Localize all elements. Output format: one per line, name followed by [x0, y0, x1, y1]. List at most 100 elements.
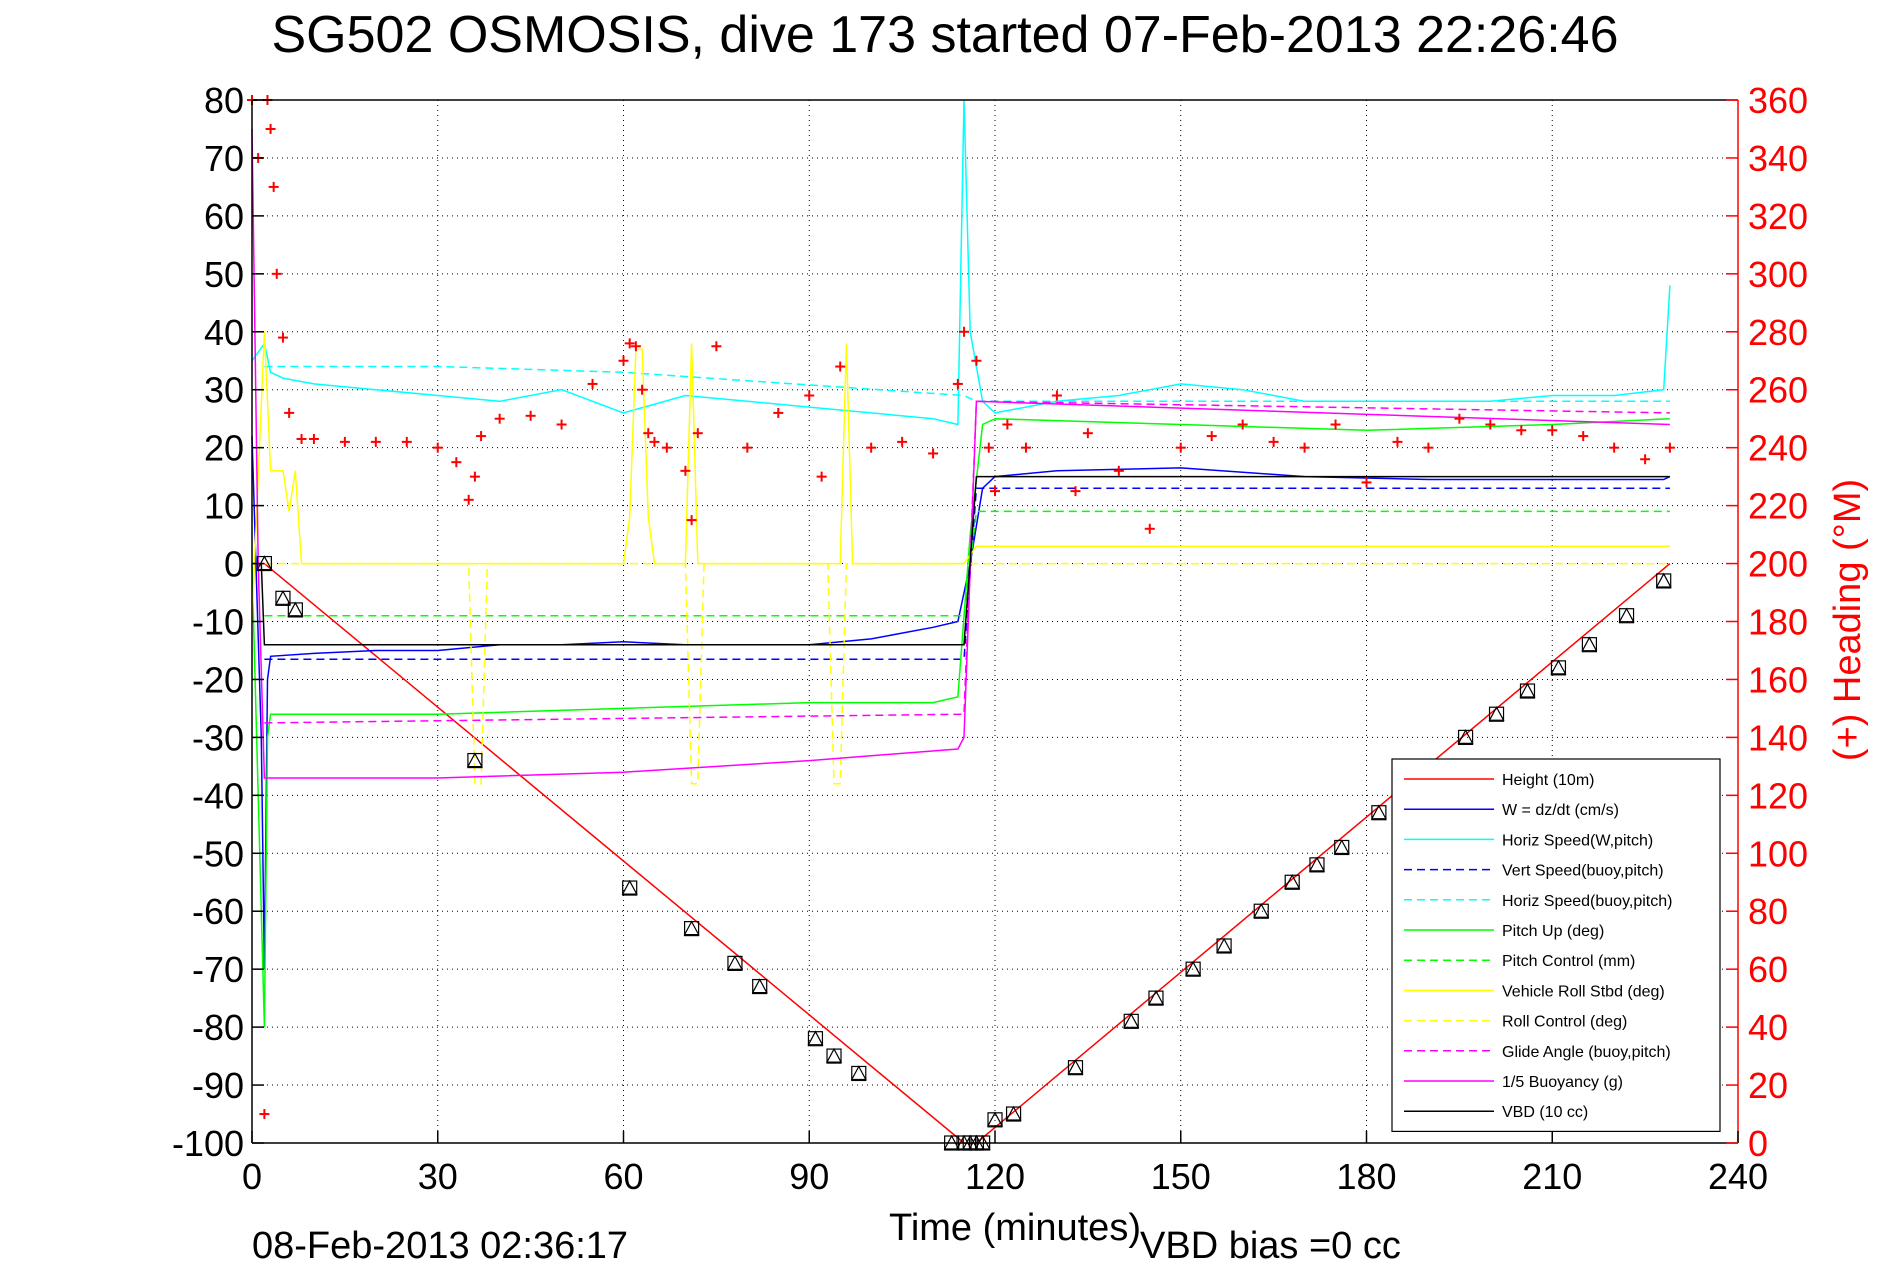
- heading-point: [494, 413, 505, 424]
- gc-marker-triangle: [1185, 960, 1202, 976]
- heading-point: [952, 378, 963, 389]
- gc-marker-triangle: [850, 1065, 867, 1081]
- gc-marker-triangle: [1147, 989, 1164, 1005]
- heading-point: [1640, 454, 1651, 465]
- y2-tick-label: 360: [1748, 80, 1808, 121]
- gc-marker-box: [987, 1112, 1003, 1128]
- gc-marker: [1005, 1105, 1022, 1122]
- x-tick-label: 30: [418, 1156, 458, 1197]
- series-line-6: [264, 510, 1670, 617]
- heading-point: [432, 442, 443, 453]
- legend-label: Vehicle Roll Stbd (deg): [1502, 983, 1665, 1000]
- gc-marker-triangle: [621, 879, 638, 895]
- y2-tick-label: 60: [1748, 949, 1788, 990]
- gc-marker: [683, 920, 700, 937]
- heading-point: [1516, 425, 1527, 436]
- legend-label: Horiz Speed(buoy,pitch): [1502, 893, 1672, 910]
- heading-point: [271, 268, 282, 279]
- y-tick-label: -20: [192, 659, 244, 700]
- series-line-11: [252, 475, 1670, 646]
- heading-point: [661, 442, 672, 453]
- heading-point: [983, 442, 994, 453]
- chart-title: SG502 OSMOSIS, dive 173 started 07-Feb-2…: [271, 6, 1618, 64]
- y-tick-label: 60: [204, 196, 244, 237]
- legend-label: Horiz Speed(W,pitch): [1502, 832, 1653, 849]
- gc-marker-triangle: [1618, 607, 1635, 623]
- vbd-bias-label: VBD bias =0 cc: [1140, 1225, 1401, 1262]
- gc-marker-box: [1457, 729, 1474, 745]
- y2-tick-label: 20: [1748, 1065, 1788, 1106]
- heading-point: [928, 448, 939, 459]
- heading-point: [711, 341, 722, 352]
- heading-point: [469, 471, 480, 482]
- gc-marker: [621, 879, 638, 896]
- y2-tick-label: 320: [1748, 196, 1808, 237]
- gc-marker: [1067, 1059, 1084, 1076]
- series-layer: [247, 95, 1675, 1151]
- gc-marker: [1457, 729, 1474, 745]
- y-tick-label: 10: [204, 486, 244, 527]
- heading-point: [1578, 431, 1589, 442]
- y-tick-label: 70: [204, 138, 244, 179]
- gc-marker-triangle: [826, 1047, 843, 1063]
- gc-marker: [1216, 937, 1233, 954]
- heading-point: [1454, 413, 1465, 424]
- legend-label: Vert Speed(buoy,pitch): [1502, 863, 1664, 880]
- gc-marker-triangle: [1284, 873, 1301, 889]
- series-line-5: [251, 417, 1670, 1028]
- y-tick-label: 50: [204, 254, 244, 295]
- heading-point: [649, 436, 660, 447]
- gc-marker-box: [1284, 874, 1300, 890]
- heading-point: [804, 390, 815, 401]
- legend-label: Pitch Control (mm): [1502, 953, 1635, 970]
- gc-marker-triangle: [287, 601, 304, 617]
- gc-marker-triangle: [1308, 856, 1325, 872]
- gc-marker: [1370, 804, 1387, 821]
- gc-marker-box: [684, 921, 700, 937]
- heading-point: [618, 355, 629, 366]
- y-tick-label: -60: [192, 891, 244, 932]
- heading-point: [686, 515, 697, 526]
- gc-marker-box: [1005, 1106, 1022, 1122]
- y2-tick-label: 140: [1748, 717, 1808, 758]
- gc-marker-box: [1067, 1060, 1084, 1076]
- legend-label: Height (10m): [1502, 772, 1594, 789]
- gc-marker-triangle: [807, 1030, 824, 1046]
- heading-point: [268, 181, 279, 192]
- y2-tick-label: 200: [1748, 544, 1808, 585]
- gc-marker: [274, 590, 291, 606]
- heading-point: [624, 338, 635, 349]
- heading-point: [451, 457, 462, 468]
- gc-marker-triangle: [1005, 1105, 1022, 1121]
- y-tick-label: 30: [204, 370, 244, 411]
- heading-point: [1392, 436, 1403, 447]
- y-tick-label: -70: [192, 949, 244, 990]
- heading-point: [1609, 442, 1620, 453]
- series-line-2: [251, 99, 1671, 426]
- gc-marker-triangle: [1067, 1059, 1084, 1075]
- heading-point: [773, 407, 784, 418]
- gc-marker-box: [1253, 903, 1269, 919]
- heading-point: [284, 407, 295, 418]
- y-tick-label: 40: [204, 312, 244, 353]
- gc-marker-box: [1185, 961, 1201, 977]
- y-tick-label: -80: [192, 1007, 244, 1048]
- gc-marker-triangle: [1253, 902, 1270, 918]
- heading-point: [1175, 442, 1186, 453]
- gc-marker: [1185, 960, 1202, 977]
- gc-marker: [826, 1047, 843, 1064]
- heading-point: [1144, 523, 1155, 534]
- gc-marker: [1308, 856, 1325, 873]
- heading-point: [1113, 465, 1124, 476]
- gc-marker-triangle: [726, 955, 743, 970]
- gc-marker-triangle: [683, 920, 700, 936]
- heading-point: [259, 1109, 270, 1120]
- y2-tick-label: 120: [1748, 775, 1808, 816]
- footer-timestamp: 08-Feb-2013 02:36:17: [252, 1225, 628, 1262]
- series-line-4: [264, 365, 1670, 403]
- heading-point: [1664, 442, 1675, 453]
- heading-point: [1237, 419, 1248, 430]
- y2-tick-label: 300: [1748, 254, 1808, 295]
- heading-point: [308, 433, 319, 444]
- heading-point: [1547, 425, 1558, 436]
